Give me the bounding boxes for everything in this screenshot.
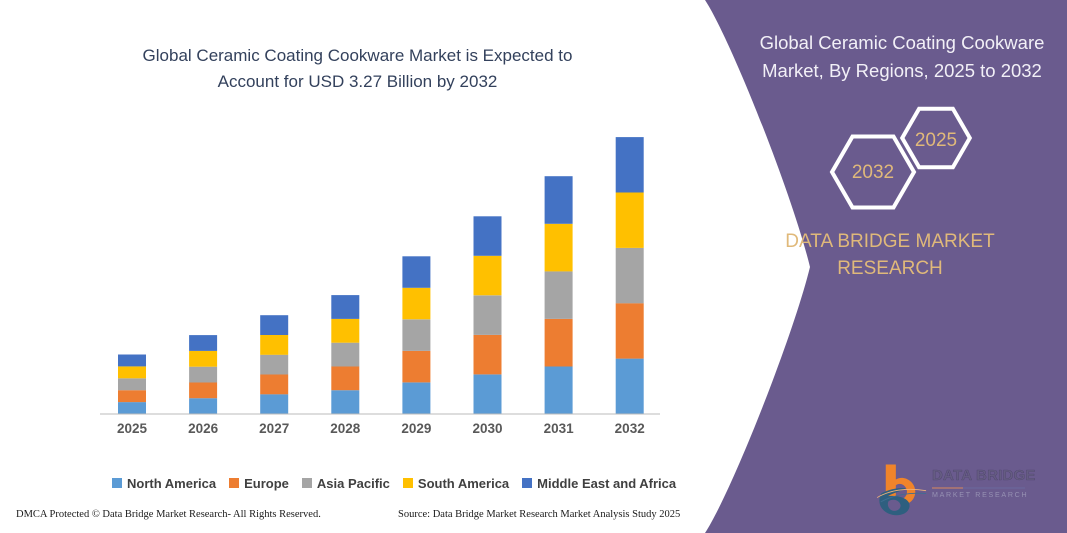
svg-text:MARKET RESEARCH: MARKET RESEARCH [932,491,1028,499]
svg-text:DATA BRIDGE: DATA BRIDGE [932,467,1036,484]
